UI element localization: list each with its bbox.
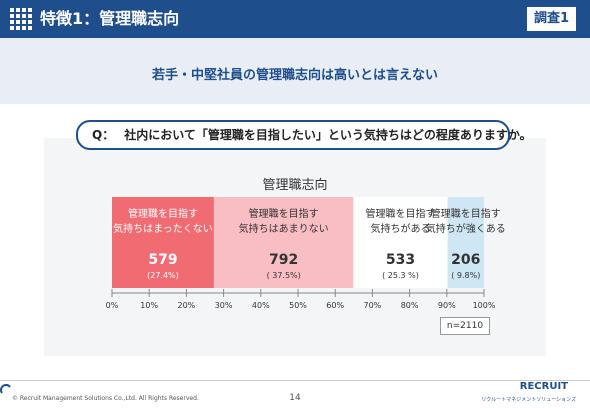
- question-text: 社内において「管理職を目指したい」という気持ちはどの程度ありますか。: [124, 128, 532, 142]
- segment-percent-2: ( 37.5%): [267, 271, 301, 280]
- page-title: 特徴1：管理職志向: [40, 9, 180, 28]
- page-number: 14: [289, 393, 301, 403]
- segment-label-3-line-2: 気持ちがある: [370, 222, 430, 235]
- copyright-text: © Recruit Management Solutions Co.,Ltd. …: [12, 395, 199, 402]
- x-tick-label-1: 10%: [140, 301, 158, 310]
- x-tick-label-0: 0%: [106, 301, 119, 310]
- sample-size-label: n=2110: [440, 317, 490, 335]
- grid-logo-icon: [10, 8, 32, 30]
- subtitle: 若手・中堅社員の管理職志向は高いとは言えない: [151, 68, 438, 83]
- segment-percent-1: (27.4%): [147, 271, 179, 280]
- segment-label-2-line-1: 管理職を目指す: [249, 207, 319, 220]
- recruit-logo-icon: [0, 384, 11, 394]
- brand-subtitle: リクルートマネジメントソリューションズ: [481, 397, 576, 403]
- x-tick-label-9: 90%: [438, 301, 456, 310]
- segment-label-3-line-1: 管理職を目指す: [365, 207, 435, 220]
- x-tick-label-3: 30%: [215, 301, 233, 310]
- segment-label-4-line-2: 気持ちが強くある: [426, 222, 506, 235]
- x-tick-label-6: 60%: [326, 301, 344, 310]
- x-tick-label-10: 100%: [473, 301, 496, 310]
- x-tick-label-2: 20%: [178, 301, 196, 310]
- brand-name: RECRUIT: [519, 381, 568, 392]
- footer-divider: [0, 380, 590, 381]
- question-box: Q： 社内において「管理職を目指したい」という気持ちはどの程度ありますか。: [76, 120, 532, 150]
- bar-segment-3: [353, 197, 448, 288]
- segment-count-1: 579: [148, 252, 177, 268]
- chart-title: 管理職志向: [262, 178, 328, 193]
- segment-count-2: 792: [269, 252, 298, 268]
- bar-segment-4: [447, 197, 484, 288]
- segment-label-2-line-2: 気持ちはあまりない: [239, 222, 329, 235]
- x-tick-label-4: 40%: [252, 301, 270, 310]
- x-tick-label-8: 80%: [401, 301, 419, 310]
- header-bar: 特徴1：管理職志向 調査1: [0, 0, 590, 38]
- bar-segment-2: [213, 197, 354, 288]
- x-tick-label-7: 70%: [364, 301, 382, 310]
- segment-percent-4: ( 9.8%): [451, 271, 480, 280]
- segment-count-4: 206: [451, 252, 480, 268]
- bar-segment-1: [112, 197, 214, 288]
- segment-label-1-line-1: 管理職を目指す: [128, 207, 198, 220]
- segment-percent-3: ( 25.3 %): [382, 271, 419, 280]
- segment-label-1-line-2: 気持ちはまったくない: [113, 222, 213, 235]
- segment-count-3: 533: [386, 252, 415, 268]
- survey-badge: 調査1: [526, 7, 576, 31]
- segment-label-4-line-1: 管理職を目指す: [431, 207, 501, 220]
- subtitle-band: [0, 38, 590, 104]
- x-tick-label-5: 50%: [289, 301, 307, 310]
- question-label: Q：: [92, 128, 115, 142]
